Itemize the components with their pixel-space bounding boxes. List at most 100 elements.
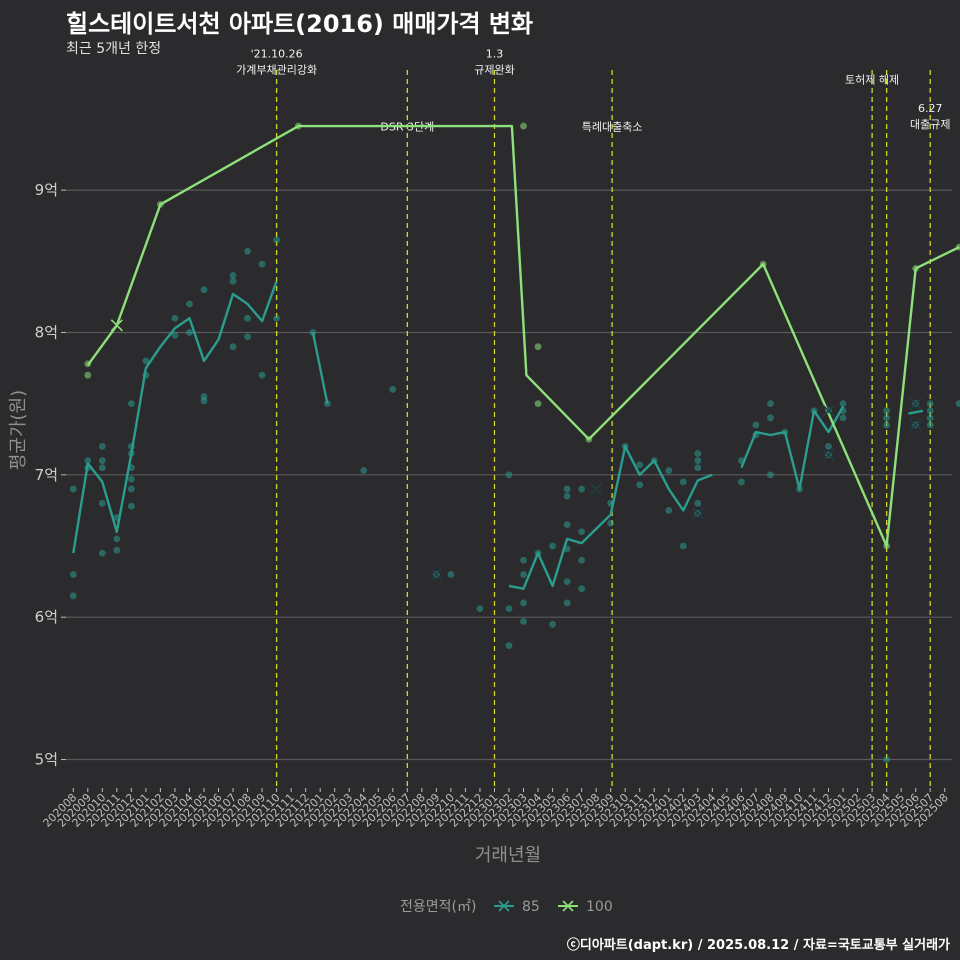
y-tick-label: 7억 bbox=[35, 466, 58, 484]
data-point-85 bbox=[694, 499, 702, 507]
cross-mark-100 bbox=[110, 319, 123, 332]
data-point-85 bbox=[563, 485, 571, 493]
data-point-100 bbox=[955, 243, 960, 251]
data-point-85 bbox=[549, 620, 556, 628]
chart-title: 힐스테이트서천 아파트(2016) 매매가격 변화 bbox=[66, 10, 534, 38]
data-point-85 bbox=[127, 400, 135, 408]
data-point-85 bbox=[273, 236, 281, 244]
data-point-85 bbox=[229, 272, 237, 279]
data-point-85 bbox=[883, 414, 891, 422]
data-point-85 bbox=[621, 442, 629, 450]
x-axis-label: 거래년월 bbox=[475, 845, 541, 866]
data-point-85 bbox=[549, 542, 556, 550]
data-point-85 bbox=[636, 461, 644, 469]
data-point-85 bbox=[98, 457, 106, 464]
data-point-85 bbox=[244, 333, 251, 341]
data-point-85 bbox=[127, 442, 135, 450]
chart-subtitle: 최근 5개년 한정 bbox=[66, 41, 162, 57]
data-point-85 bbox=[578, 556, 586, 564]
cross-mark-85 bbox=[590, 482, 603, 496]
data-point-85 bbox=[578, 528, 586, 536]
data-point-85 bbox=[679, 542, 687, 550]
data-point-85 bbox=[781, 428, 789, 436]
data-point-85 bbox=[810, 407, 818, 415]
data-point-85 bbox=[520, 571, 527, 578]
data-point-85 bbox=[883, 756, 891, 763]
data-point-85 bbox=[767, 414, 774, 422]
data-point-85 bbox=[171, 331, 179, 339]
data-point-85 bbox=[84, 457, 92, 464]
cross-mark-85 bbox=[909, 418, 922, 432]
data-point-85 bbox=[883, 421, 891, 429]
data-point-85 bbox=[229, 277, 237, 285]
data-point-85 bbox=[69, 592, 77, 600]
data-point-85 bbox=[767, 471, 774, 479]
y-tick-label: 6억 bbox=[35, 608, 58, 626]
data-point-85 bbox=[636, 481, 644, 489]
series-lines bbox=[72, 124, 960, 590]
data-point-85 bbox=[200, 286, 208, 294]
legend-title: 전용면적(㎡) bbox=[400, 899, 476, 915]
data-point-85 bbox=[244, 314, 251, 322]
data-point-85 bbox=[69, 485, 77, 493]
data-point-85 bbox=[737, 457, 745, 464]
policy-label: 토허제 해제 bbox=[845, 72, 899, 86]
data-point-85 bbox=[186, 300, 193, 308]
data-point-85 bbox=[767, 400, 774, 408]
data-point-100 bbox=[534, 343, 542, 351]
policy-label: 6.27 대출규제 bbox=[910, 102, 950, 131]
data-point-85 bbox=[578, 585, 586, 593]
legend-swatch-cross bbox=[498, 900, 510, 912]
y-tick-label: 8억 bbox=[35, 323, 58, 341]
data-point-100 bbox=[585, 435, 593, 443]
data-point-85 bbox=[258, 260, 266, 268]
data-point-100 bbox=[84, 360, 92, 368]
data-point-85 bbox=[665, 467, 673, 474]
data-point-85 bbox=[926, 400, 934, 408]
data-point-85 bbox=[505, 471, 513, 479]
data-point-100 bbox=[84, 371, 92, 379]
data-point-100 bbox=[157, 200, 164, 208]
data-point-85 bbox=[113, 514, 121, 521]
cross-mark-85 bbox=[430, 568, 443, 581]
data-point-85 bbox=[447, 571, 455, 578]
data-point-85 bbox=[752, 421, 760, 429]
data-point-85 bbox=[505, 642, 513, 650]
cross-mark-85 bbox=[822, 404, 835, 417]
data-point-85 bbox=[607, 519, 615, 527]
data-point-85 bbox=[563, 599, 571, 607]
data-point-85 bbox=[737, 478, 745, 486]
data-point-85 bbox=[563, 578, 571, 585]
y-axis-ticks: 5억 6억 7억 8억 9억 bbox=[35, 181, 66, 769]
data-point-85 bbox=[98, 549, 106, 557]
data-point-85 bbox=[324, 400, 331, 408]
data-point-85 bbox=[955, 400, 960, 408]
policy-label: 1.3 규제완화 bbox=[474, 48, 514, 77]
data-point-100 bbox=[912, 265, 920, 272]
legend-item-85: 85 bbox=[494, 899, 540, 915]
data-point-85 bbox=[563, 492, 571, 500]
cross-mark-85 bbox=[691, 507, 704, 520]
data-point-85 bbox=[665, 507, 673, 514]
data-point-85 bbox=[796, 485, 803, 493]
grid-layer bbox=[66, 189, 952, 761]
data-point-85 bbox=[69, 571, 77, 578]
data-point-85 bbox=[476, 605, 484, 613]
data-point-85 bbox=[883, 407, 891, 415]
data-point-85 bbox=[839, 400, 847, 408]
data-point-85 bbox=[839, 407, 847, 415]
data-point-85 bbox=[229, 343, 237, 351]
data-point-85 bbox=[142, 357, 150, 365]
data-point-85 bbox=[258, 371, 266, 379]
data-point-85 bbox=[98, 442, 106, 450]
data-point-85 bbox=[520, 556, 527, 564]
data-point-85 bbox=[926, 407, 934, 415]
data-point-85 bbox=[578, 485, 586, 493]
series-line-85 bbox=[908, 409, 924, 415]
data-point-85 bbox=[825, 442, 832, 450]
data-point-85 bbox=[273, 314, 281, 322]
data-point-85 bbox=[127, 450, 135, 457]
policy-label: 특례대출축소 bbox=[582, 120, 643, 133]
